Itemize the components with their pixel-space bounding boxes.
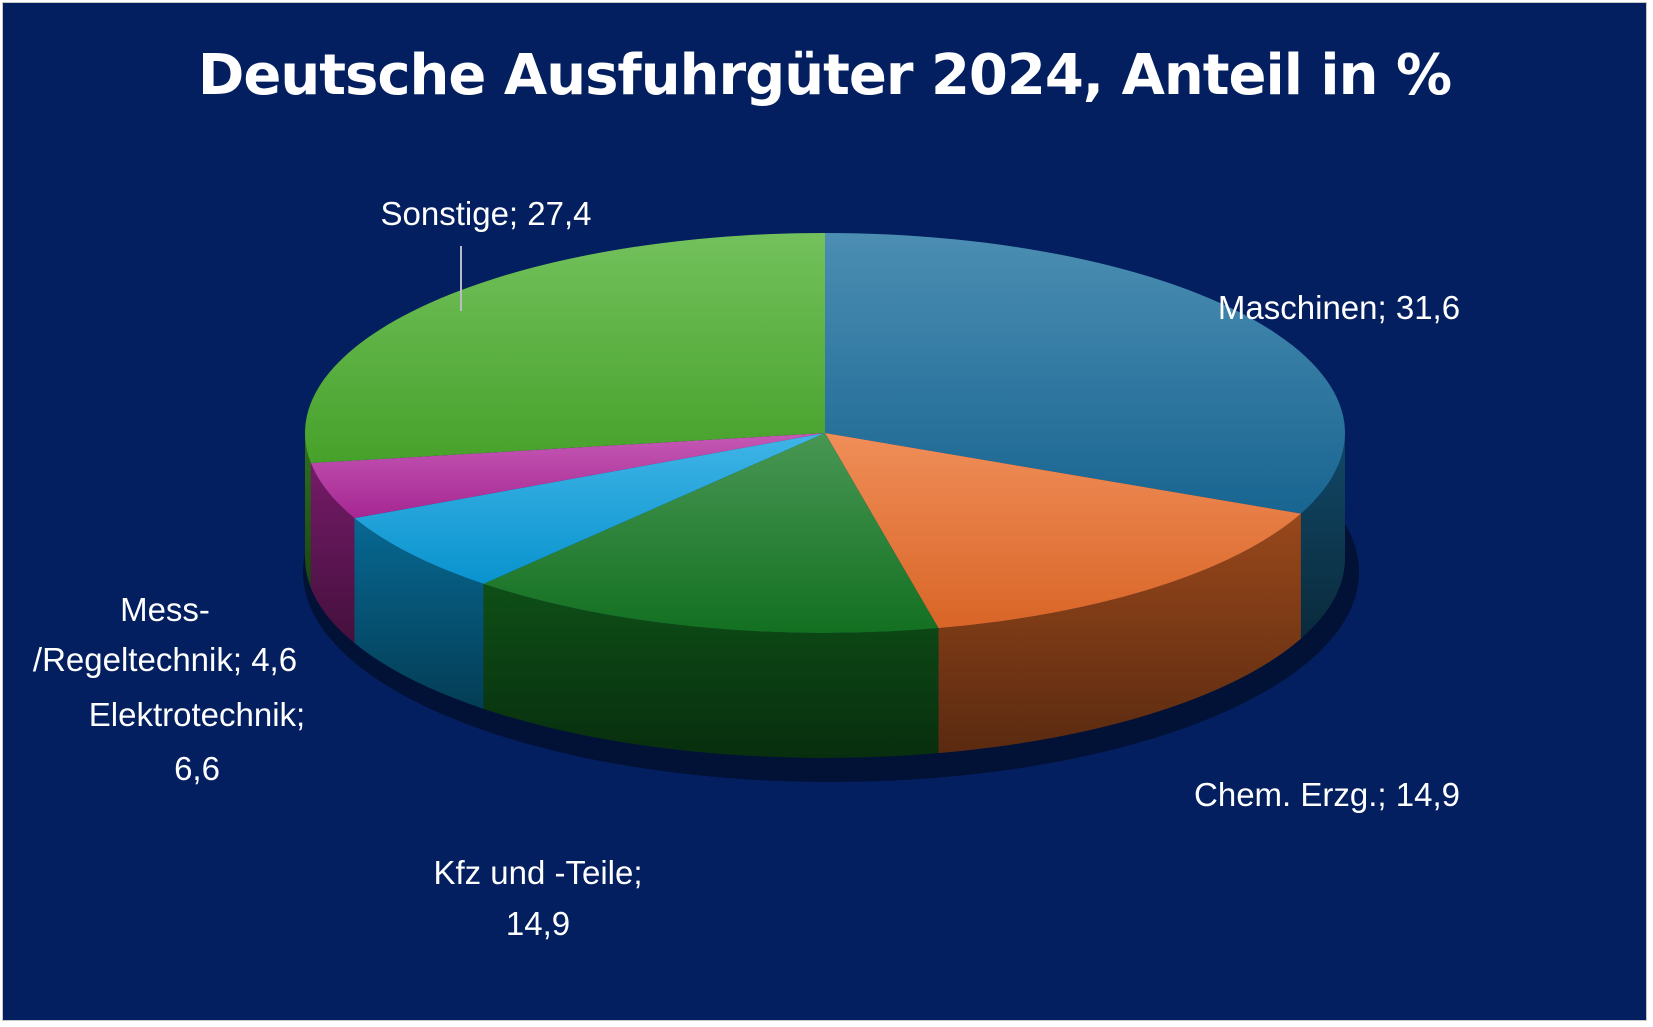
data-label-3: Elektrotechnik; 6,6	[89, 696, 305, 787]
pie-side-1	[938, 513, 1301, 754]
pie-slice-4	[310, 433, 825, 519]
pie-slice-5	[305, 232, 825, 464]
pie-side-5	[305, 433, 311, 589]
pie-side-0	[1300, 433, 1345, 639]
pie-side-3	[354, 518, 484, 709]
data-label-0: Maschinen; 31,6	[1218, 289, 1460, 326]
pie-side-2	[483, 583, 939, 759]
data-label-5: Sonstige; 27,4	[381, 195, 592, 232]
data-label-4: Mess-/Regeltechnik; 4,6	[33, 591, 297, 678]
pie-side-4	[310, 463, 355, 644]
pie-slice-1	[825, 433, 1301, 629]
pie-slice-3	[354, 433, 825, 584]
data-label-2: Kfz und -Teile; 14,9	[433, 854, 642, 942]
pie-chart: Maschinen; 31,6 Chem. Erzg.; 14,9 Kfz und …	[33, 195, 1460, 942]
pie-slice-0	[825, 233, 1345, 514]
pie-slice-2	[483, 433, 939, 633]
chart-title: Deutsche Ausfuhrgüter 2024, Anteil in %	[197, 43, 1452, 108]
data-label-1: Chem. Erzg.; 14,9	[1194, 776, 1460, 813]
